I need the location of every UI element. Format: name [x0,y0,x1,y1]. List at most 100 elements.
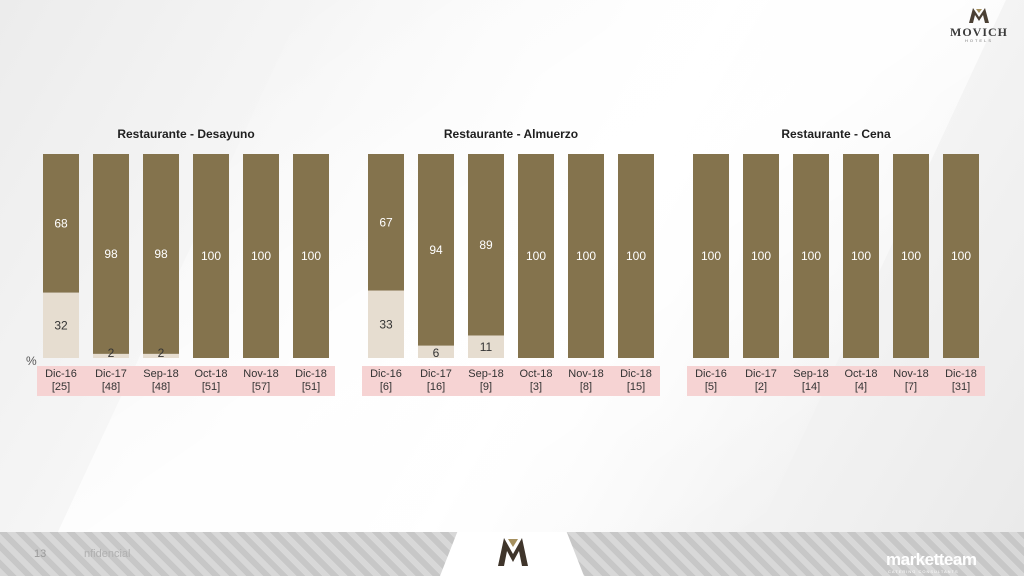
data-label-primary-1-4: 100 [576,249,596,263]
base-label-2-2: [14] [802,381,820,393]
bar-secondary-0-0 [43,292,79,358]
base-label-1-2: [9] [480,381,492,393]
category-band-2 [687,366,985,396]
bar-primary-2-1 [743,154,779,358]
category-label-1-5: Dic-18 [620,368,652,380]
data-label-secondary-1-2: 11 [480,340,493,354]
bar-primary-0-2 [143,154,179,354]
bar-secondary-1-1 [418,345,454,358]
category-label-2-4: Nov-18 [893,368,928,380]
category-band-1 [362,366,660,396]
brand-subtitle: HOTELS [964,38,993,43]
category-label-0-2: Sep-18 [143,368,178,380]
bar-primary-1-0 [368,154,404,291]
data-label-primary-0-2: 98 [154,247,168,261]
bar-secondary-0-1 [93,353,129,358]
base-label-1-4: [8] [580,381,592,393]
brand-name: MOVICH [950,25,1008,39]
bar-primary-0-0 [43,154,79,293]
base-label-0-0: [25] [52,381,70,393]
data-label-primary-2-4: 100 [901,249,921,263]
data-label-secondary-1-0: 33 [379,317,393,331]
data-label-primary-2-2: 100 [801,249,821,263]
bar-secondary-0-2 [143,353,179,358]
category-label-0-5: Dic-18 [295,368,327,380]
category-label-1-1: Dic-17 [420,368,452,380]
data-label-primary-2-3: 100 [851,249,871,263]
chart-title-1: Restaurante - Almuerzo [444,127,578,141]
footer-page-number: 13 [34,548,47,560]
data-label-primary-0-5: 100 [301,249,321,263]
data-label-primary-1-0: 67 [379,215,393,229]
bar-secondary-1-2 [468,335,504,358]
data-label-secondary-0-0: 32 [54,318,68,332]
bar-primary-2-5 [943,154,979,358]
category-label-1-4: Nov-18 [568,368,603,380]
chart-title-0: Restaurante - Desayuno [117,127,254,141]
category-label-2-1: Dic-17 [745,368,777,380]
bar-primary-1-1 [418,154,454,346]
data-label-primary-2-5: 100 [951,249,971,263]
data-label-primary-1-1: 94 [429,243,443,257]
footer-movich-logo-icon [498,538,528,566]
chart-title-2: Restaurante - Cena [781,127,891,141]
data-label-primary-0-4: 100 [251,249,271,263]
data-label-primary-2-1: 100 [751,249,771,263]
footer-note: nfidencial [84,548,131,560]
category-label-2-2: Sep-18 [793,368,828,380]
axis-unit-label: % [26,354,37,368]
category-band-0 [37,366,335,396]
footer-partner-subtitle: CATERING CONSULTANTS [888,569,959,574]
bar-primary-0-5 [293,154,329,358]
bar-primary-1-3 [518,154,554,358]
base-label-2-1: [2] [755,381,767,393]
data-label-secondary-0-1: 2 [108,346,115,360]
base-label-2-4: [7] [905,381,917,393]
category-label-0-3: Oct-18 [194,368,227,380]
bar-secondary-1-0 [368,290,404,358]
base-label-2-0: [5] [705,381,717,393]
bar-primary-0-1 [93,154,129,354]
category-label-0-4: Nov-18 [243,368,278,380]
data-label-primary-0-3: 100 [201,249,221,263]
data-label-secondary-1-1: 6 [433,346,440,360]
bar-primary-0-3 [193,154,229,358]
category-label-1-2: Sep-18 [468,368,503,380]
category-label-0-0: Dic-16 [45,368,77,380]
bar-primary-1-4 [568,154,604,358]
category-label-2-3: Oct-18 [844,368,877,380]
data-label-primary-0-1: 98 [104,247,118,261]
footer-partner-logo: marketteam [886,550,977,569]
bar-primary-1-2 [468,154,504,336]
base-label-0-5: [51] [302,381,320,393]
category-label-0-1: Dic-17 [95,368,127,380]
category-label-1-3: Oct-18 [519,368,552,380]
charts-area: Restaurante - Desayuno6832Dic-16[25]982D… [37,127,985,396]
brand-logo: MOVICH HOTELS [944,6,1014,48]
base-label-1-5: [15] [627,381,645,393]
base-label-1-1: [16] [427,381,445,393]
bar-primary-2-0 [693,154,729,358]
bar-primary-2-2 [793,154,829,358]
movich-logo-icon [969,8,989,23]
data-label-primary-1-2: 89 [479,238,493,252]
base-label-1-0: [6] [380,381,392,393]
base-label-0-4: [57] [252,381,270,393]
base-label-2-5: [31] [952,381,970,393]
category-label-1-0: Dic-16 [370,368,402,380]
data-label-primary-0-0: 68 [54,216,68,230]
category-label-2-5: Dic-18 [945,368,977,380]
bar-primary-0-4 [243,154,279,358]
bar-primary-1-5 [618,154,654,358]
base-label-0-3: [51] [202,381,220,393]
category-label-2-0: Dic-16 [695,368,727,380]
data-label-primary-1-3: 100 [526,249,546,263]
bar-primary-2-3 [843,154,879,358]
base-label-0-2: [48] [152,381,170,393]
base-label-1-3: [3] [530,381,542,393]
data-label-secondary-0-2: 2 [158,346,165,360]
data-label-primary-2-0: 100 [701,249,721,263]
base-label-2-3: [4] [855,381,867,393]
data-label-primary-1-5: 100 [626,249,646,263]
base-label-0-1: [48] [102,381,120,393]
